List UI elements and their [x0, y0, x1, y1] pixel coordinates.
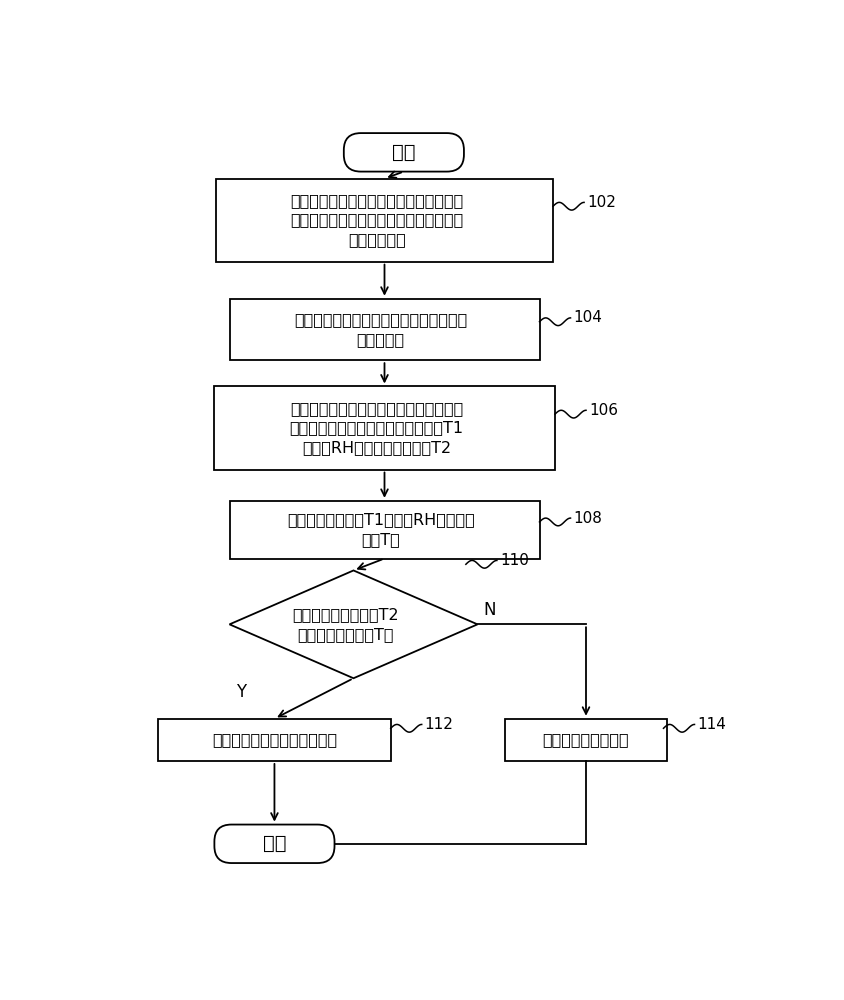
Text: 开始: 开始	[392, 143, 415, 162]
Text: 判断蕴发器盘管温度T2
是否小于露点温度T露: 判断蕴发器盘管温度T2 是否小于露点温度T露	[292, 607, 399, 642]
Bar	[158, 719, 391, 761]
Text: 106: 106	[589, 403, 618, 418]
Bar	[214, 386, 555, 470]
Text: 当运行时间大于第一预设阈値且小于等于
第二预设阈値时，检测室内环境温度T1
、湿度RH及蕴发器盘管温度T2: 当运行时间大于第一预设阈値且小于等于 第二预设阈値时，检测室内环境温度T1 、湿…	[289, 401, 464, 455]
Text: 控制空调器直接关机: 控制空调器直接关机	[543, 732, 630, 747]
Text: Y: Y	[236, 683, 246, 701]
Text: 104: 104	[574, 310, 603, 325]
Bar	[230, 299, 539, 360]
Text: 108: 108	[574, 511, 603, 526]
Bar	[230, 501, 539, 559]
Bar	[505, 719, 668, 761]
Text: 将运行时间与第一预设阈値及第二预设阈
値进行比较: 将运行时间与第一预设阈値及第二预设阈 値进行比较	[294, 312, 468, 347]
Polygon shape	[230, 570, 478, 678]
Text: 结束: 结束	[262, 834, 286, 853]
Text: 114: 114	[698, 717, 727, 732]
Bar	[216, 179, 553, 262]
Text: 根据室内环境温度T1及湿度RH计算露点
温度T露: 根据室内环境温度T1及湿度RH计算露点 温度T露	[287, 512, 474, 547]
Text: 控制空调器开启干燥防霉模式: 控制空调器开启干燥防霉模式	[212, 732, 337, 747]
Text: 在空调器处于制冷或除湿模式的情况下，
当空调器关机或者定时关机时，检测压缩
机的运行时间: 在空调器处于制冷或除湿模式的情况下， 当空调器关机或者定时关机时，检测压缩 机的…	[290, 193, 463, 247]
Text: 102: 102	[587, 195, 616, 210]
Text: 112: 112	[425, 717, 454, 732]
FancyBboxPatch shape	[344, 133, 464, 172]
FancyBboxPatch shape	[214, 825, 334, 863]
Text: 110: 110	[500, 553, 529, 568]
Text: N: N	[483, 601, 495, 619]
